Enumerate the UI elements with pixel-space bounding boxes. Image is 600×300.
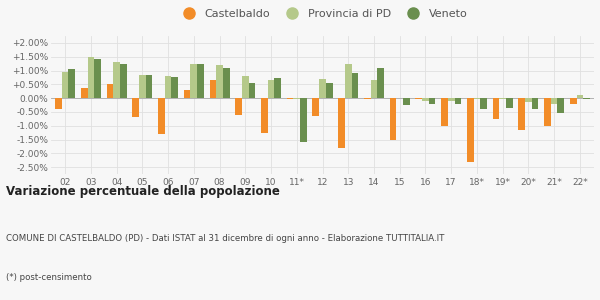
Bar [441,98,448,126]
Bar [577,95,583,98]
Bar [158,98,165,134]
Bar [190,64,197,98]
Bar [165,76,172,98]
Bar [371,80,377,98]
Bar [506,98,512,108]
Bar [107,84,113,98]
Bar [120,64,127,98]
Bar [209,80,216,98]
Bar [261,98,268,133]
Bar [557,98,564,113]
Legend: Castelbaldo, Provincia di PD, Veneto: Castelbaldo, Provincia di PD, Veneto [173,4,472,23]
Bar [415,98,422,100]
Bar [467,98,473,162]
Bar [139,75,146,98]
Bar [223,68,230,98]
Bar [364,98,371,100]
Bar [113,62,120,98]
Bar [544,98,551,126]
Bar [287,98,293,100]
Bar [570,98,577,104]
Bar [532,98,538,109]
Bar [94,59,101,98]
Bar [429,98,436,104]
Bar [62,72,68,98]
Bar [88,57,94,98]
Bar [493,98,499,119]
Bar [146,76,152,98]
Bar [352,73,358,98]
Bar [248,83,256,98]
Bar [242,76,248,98]
Bar [389,98,397,140]
Bar [55,98,62,109]
Bar [172,77,178,98]
Bar [422,98,429,101]
Bar [377,68,384,98]
Text: (*) post-censimento: (*) post-censimento [6,273,92,282]
Bar [326,83,332,98]
Bar [235,98,242,115]
Bar [300,98,307,142]
Bar [133,98,139,117]
Bar [216,65,223,98]
Bar [319,79,326,98]
Bar [551,98,557,104]
Bar [338,98,345,148]
Bar [525,98,532,102]
Text: COMUNE DI CASTELBALDO (PD) - Dati ISTAT al 31 dicembre di ogni anno - Elaborazio: COMUNE DI CASTELBALDO (PD) - Dati ISTAT … [6,234,445,243]
Bar [499,98,506,100]
Text: Variazione percentuale della popolazione: Variazione percentuale della popolazione [6,184,280,197]
Bar [345,64,352,98]
Bar [313,98,319,116]
Bar [455,98,461,104]
Bar [68,69,75,98]
Bar [518,98,525,130]
Bar [274,78,281,98]
Bar [403,98,410,105]
Bar [197,64,204,98]
Bar [480,98,487,109]
Bar [268,80,274,98]
Bar [583,98,590,100]
Bar [184,90,190,98]
Bar [448,98,455,101]
Bar [473,98,480,100]
Bar [81,88,88,98]
Bar [293,98,300,100]
